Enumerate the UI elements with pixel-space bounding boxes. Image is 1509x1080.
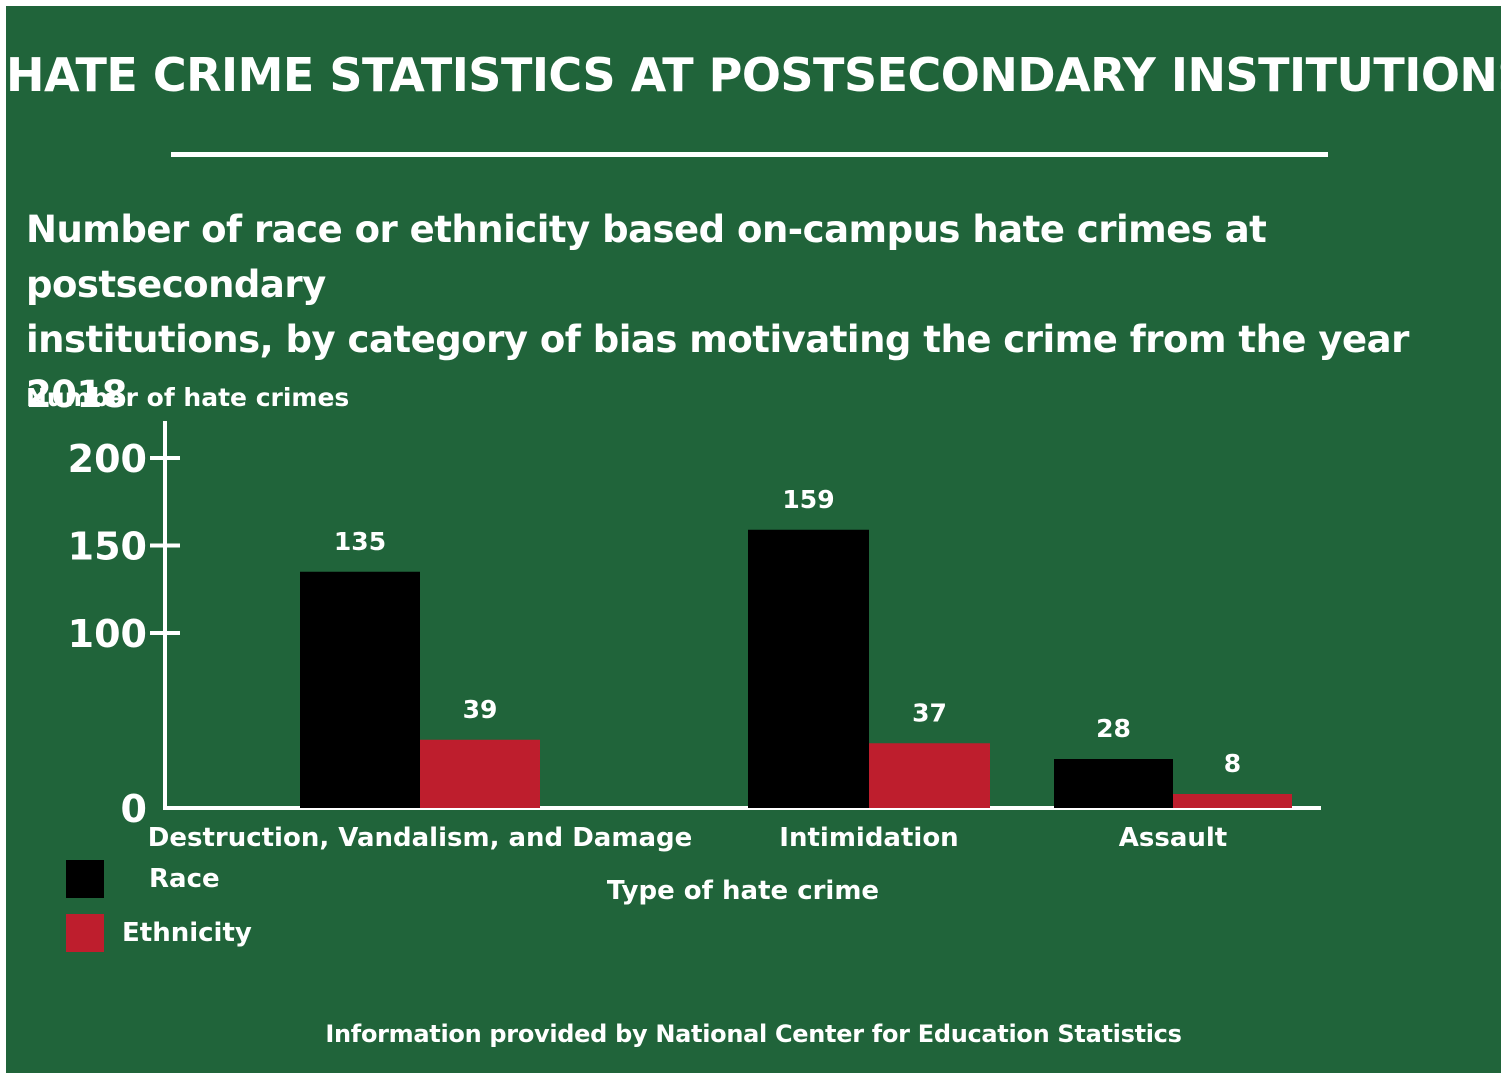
bar-race: [300, 571, 420, 808]
bar-ethnicity: [420, 739, 540, 808]
legend-swatch-race: [66, 860, 104, 898]
title-divider: [171, 152, 1328, 157]
data-label: 8: [1224, 749, 1241, 778]
infographic-panel: HATE CRIME STATISTICS AT POSTSECONDARY I…: [6, 6, 1509, 1073]
x-category-label: Destruction, Vandalism, and Damage: [148, 823, 692, 853]
source-note: Information provided by National Center …: [325, 1020, 1182, 1048]
page-title: HATE CRIME STATISTICS AT POSTSECONDARY I…: [6, 48, 1509, 102]
x-category-label: Assault: [1119, 823, 1227, 853]
data-label: 39: [463, 695, 498, 724]
bar-chart: Number of hate crimes 200 150 100 0 135 39 Dest…: [26, 383, 1321, 906]
x-axis-title: Type of hate crime: [607, 876, 879, 906]
bar-race: [748, 529, 869, 808]
legend-swatch-ethnicity: [66, 914, 104, 952]
chart-subtitle: Number of race or ethnicity based on-cam…: [26, 202, 1491, 422]
y-tick-label: 100: [68, 612, 147, 656]
bar-ethnicity: [869, 743, 990, 808]
data-label: 28: [1096, 714, 1131, 743]
subtitle-line-2: institutions, by category of bias motiva…: [26, 318, 1409, 416]
data-label: 135: [334, 527, 386, 556]
bar-ethnicity: [1173, 794, 1292, 808]
data-label: 159: [782, 485, 834, 514]
bar-race: [1054, 759, 1173, 808]
legend-label-ethnicity: Ethnicity: [122, 918, 252, 948]
y-tick-label: 0: [121, 787, 147, 831]
subtitle-line-1: Number of race or ethnicity based on-cam…: [26, 208, 1267, 306]
data-label: 37: [912, 698, 947, 727]
legend-label-race: Race: [149, 864, 220, 894]
y-tick-label: 150: [68, 525, 147, 569]
y-axis-title: Number of hate crimes: [26, 383, 349, 412]
y-tick-label: 200: [68, 437, 147, 481]
x-category-label: Intimidation: [779, 823, 958, 853]
